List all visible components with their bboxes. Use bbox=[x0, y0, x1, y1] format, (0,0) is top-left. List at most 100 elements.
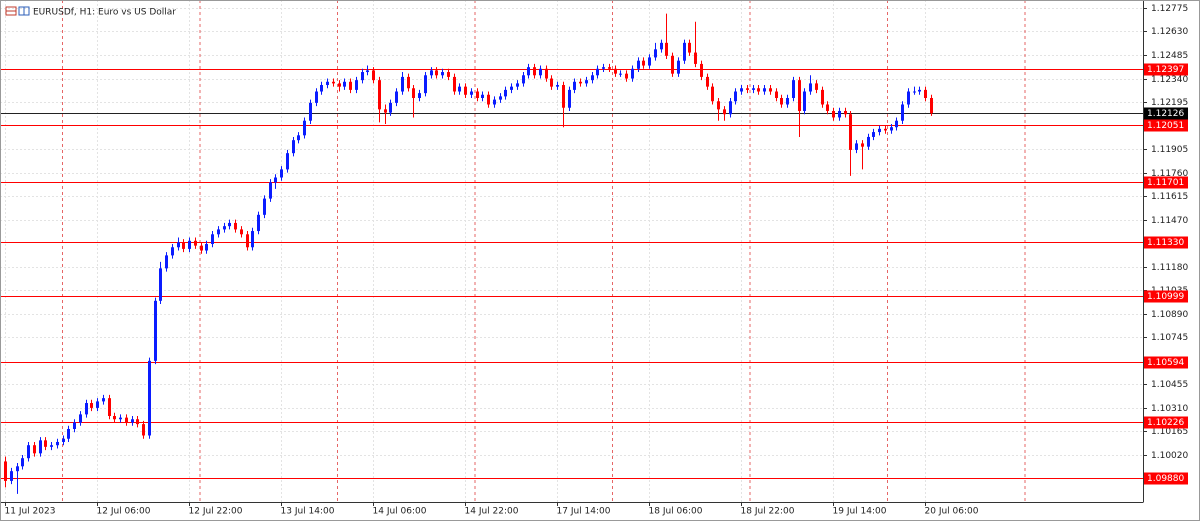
candle-body bbox=[79, 414, 82, 423]
candle-body bbox=[545, 68, 548, 79]
candle-body bbox=[884, 128, 887, 131]
candle-body bbox=[890, 127, 893, 131]
candle-body bbox=[895, 120, 898, 128]
candle-body bbox=[654, 49, 657, 58]
x-tick-label: 18 Jul 06:00 bbox=[649, 507, 703, 517]
x-tick-label: 11 Jul 2023 bbox=[5, 507, 56, 517]
candle-body bbox=[424, 75, 427, 94]
candle-body bbox=[332, 81, 335, 84]
candle-body bbox=[338, 83, 341, 87]
level-label: 1.11701 bbox=[1147, 178, 1184, 188]
level-label: 1.10226 bbox=[1147, 418, 1184, 428]
candle-body bbox=[96, 401, 99, 408]
level-label: 1.09880 bbox=[1147, 474, 1184, 484]
x-tick-label: 12 Jul 06:00 bbox=[97, 507, 151, 517]
candle-body bbox=[177, 242, 180, 248]
current-price-label: 1.12126 bbox=[1147, 109, 1184, 119]
candles bbox=[4, 13, 933, 494]
x-tick-label: 13 Jul 14:00 bbox=[281, 507, 335, 517]
candle-body bbox=[326, 81, 329, 86]
level-label: 1.10594 bbox=[1147, 358, 1184, 368]
candle-body bbox=[930, 97, 933, 114]
chart-title: EURUSDf, H1: Euro vs US Dollar bbox=[33, 8, 176, 18]
candle-body bbox=[499, 96, 502, 100]
x-tick-label: 14 Jul 06:00 bbox=[373, 507, 427, 517]
candle-body bbox=[614, 68, 617, 74]
level-label-box bbox=[1144, 119, 1188, 132]
candle-body bbox=[740, 88, 743, 92]
y-tick-label: 1.11905 bbox=[1151, 145, 1188, 155]
candle-body bbox=[821, 89, 824, 105]
candle-body bbox=[39, 440, 42, 454]
candle-body bbox=[723, 109, 726, 115]
candle-body bbox=[188, 240, 191, 249]
candle-body bbox=[102, 398, 105, 402]
candle-body bbox=[832, 110, 835, 118]
candle-body bbox=[251, 231, 254, 248]
candle-body bbox=[861, 143, 864, 147]
candle-body bbox=[631, 68, 634, 79]
candle-body bbox=[4, 461, 7, 481]
candle-body bbox=[361, 72, 364, 81]
candle-body bbox=[309, 102, 312, 121]
candle-body bbox=[867, 136, 870, 147]
y-tick-label: 1.11180 bbox=[1151, 263, 1188, 273]
candle-body bbox=[585, 80, 588, 84]
candle-body bbox=[510, 86, 513, 90]
candle-body bbox=[844, 110, 847, 115]
candle-body bbox=[349, 81, 352, 90]
candle-body bbox=[729, 101, 732, 115]
candle-body bbox=[556, 85, 559, 87]
candle-body bbox=[85, 403, 88, 415]
candle-body bbox=[280, 169, 283, 178]
candle-body bbox=[90, 403, 93, 408]
candle-body bbox=[165, 255, 168, 269]
candle-body bbox=[395, 91, 398, 103]
candle-body bbox=[50, 445, 53, 447]
level-label-box bbox=[1144, 472, 1188, 485]
y-tick-label: 1.10310 bbox=[1151, 404, 1188, 414]
level-label-box bbox=[1144, 176, 1188, 189]
candle-body bbox=[757, 88, 760, 92]
candle-body bbox=[550, 78, 553, 87]
x-tick-label: 12 Jul 22:00 bbox=[189, 507, 243, 517]
candle-body bbox=[447, 72, 450, 77]
candle-body bbox=[136, 419, 139, 425]
candle-body bbox=[412, 88, 415, 98]
candle-body bbox=[809, 83, 812, 92]
levels bbox=[0, 69, 1143, 479]
candle-body bbox=[430, 70, 433, 76]
candle-body bbox=[901, 104, 904, 121]
candle-body bbox=[131, 419, 134, 423]
level-label-box bbox=[1144, 416, 1188, 429]
level-label: 1.12397 bbox=[1147, 65, 1184, 75]
candle-body bbox=[711, 86, 714, 102]
x-tick-label: 19 Jul 14:00 bbox=[833, 507, 887, 517]
y-tick-label: 1.12340 bbox=[1151, 75, 1188, 85]
candle-body bbox=[522, 75, 525, 84]
level-label: 1.10999 bbox=[1147, 292, 1184, 302]
candle-body bbox=[562, 85, 565, 108]
candle-body bbox=[596, 68, 599, 76]
candle-body bbox=[108, 398, 111, 417]
x-tick-label: 20 Jul 06:00 bbox=[925, 507, 979, 517]
candle-body bbox=[539, 68, 542, 76]
candle-body bbox=[602, 67, 605, 69]
candle-body bbox=[849, 114, 852, 150]
candle-body bbox=[458, 86, 461, 92]
candle-body bbox=[159, 268, 162, 301]
candle-body bbox=[907, 91, 910, 105]
candle-body bbox=[786, 97, 789, 105]
candle-body bbox=[470, 91, 473, 95]
candle-body bbox=[378, 80, 381, 110]
level-label: 1.11330 bbox=[1147, 238, 1184, 248]
candle-body bbox=[487, 94, 490, 105]
candle-body bbox=[826, 104, 829, 111]
level-label-box bbox=[1144, 290, 1188, 303]
candle-body bbox=[855, 143, 858, 150]
candle-body bbox=[389, 102, 392, 113]
level-label-box bbox=[1144, 63, 1188, 76]
y-tick-label: 1.10745 bbox=[1151, 333, 1188, 343]
